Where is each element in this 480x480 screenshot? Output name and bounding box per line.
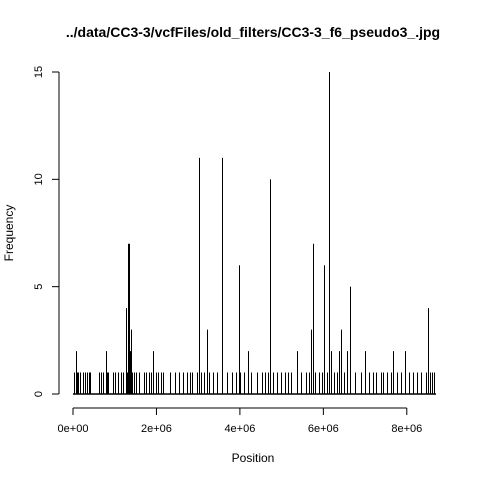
x-axis: 0e+00 2e+06 4e+06 6e+06 8e+06 (58, 407, 422, 435)
x-tick-label: 4e+06 (224, 423, 255, 435)
y-tick-label: 5 (33, 284, 45, 290)
y-tick-label: 10 (33, 173, 45, 185)
y-axis-label: Frequency (2, 205, 16, 262)
histogram-bars (73, 72, 436, 395)
x-tick-label: 6e+06 (308, 423, 339, 435)
y-axis: 0 5 10 15 (33, 66, 60, 397)
x-tick-label: 8e+06 (391, 423, 422, 435)
x-tick-label: 0e+00 (58, 423, 89, 435)
y-tick-label: 0 (33, 391, 45, 397)
x-tick-label: 2e+06 (141, 423, 172, 435)
x-axis-label: Position (232, 451, 275, 465)
y-tick-label: 15 (33, 66, 45, 78)
chart-title: ../data/CC3-3/vcfFiles/old_filters/CC3-3… (66, 24, 440, 40)
